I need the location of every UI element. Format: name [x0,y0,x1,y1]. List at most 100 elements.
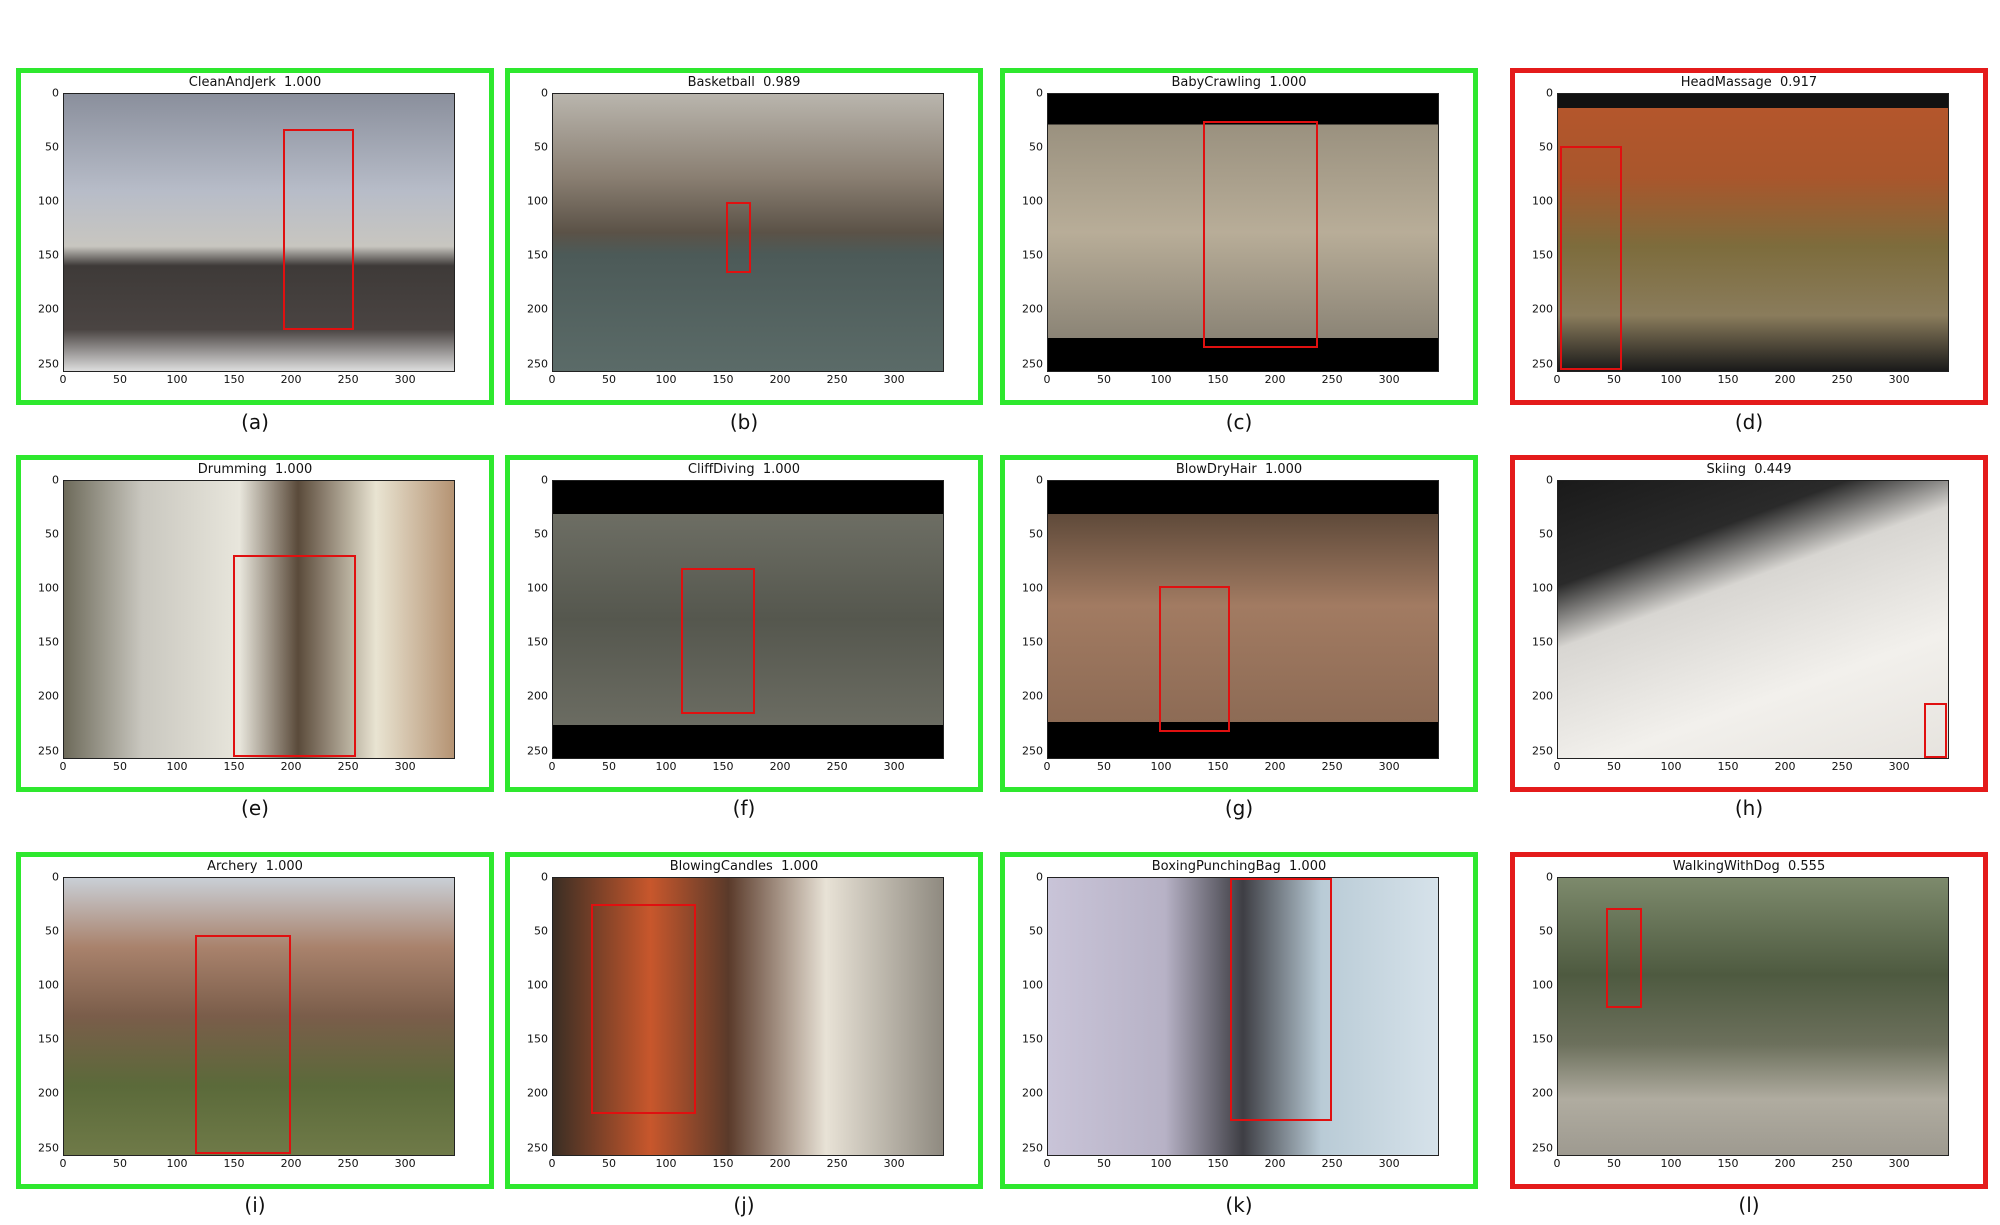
x-tick-label: 200 [280,373,302,386]
detection-box [195,935,291,1154]
result-panel-k: BoxingPunchingBag 1.000 0 50 100 150 200 250 30… [1000,852,1478,1189]
x-tick-label: 100 [655,1157,677,1170]
confidence-score: 0.917 [1779,75,1818,90]
x-tick-label: 50 [113,760,128,773]
confidence-score: 1.000 [275,462,313,477]
subfigure-caption: (e) [241,796,269,820]
x-tick-label: 0 [59,760,67,773]
y-tick-label: 150 [38,248,59,262]
y-tick-label: 50 [1539,140,1553,154]
panel-title: CleanAndJerk 1.000 [21,75,489,90]
panel-title: HeadMassage 0.917 [1515,75,1983,90]
subfigure-caption: (h) [1734,796,1764,820]
y-tick-label: 0 [1546,870,1553,884]
y-tick-label: 200 [1532,689,1553,703]
x-tick-label: 250 [1831,760,1853,773]
x-tick-label: 50 [113,373,128,386]
x-tick-label: 100 [166,1157,188,1170]
subfigure-caption: (f) [732,796,756,820]
x-tick-label: 300 [883,373,905,386]
y-tick-label: 50 [1029,527,1043,541]
y-tick-label: 150 [38,1032,59,1046]
y-tick-label: 150 [38,635,59,649]
video-frame [1047,877,1439,1156]
panel-title: BoxingPunchingBag 1.000 [1005,859,1473,874]
video-frame [552,93,944,372]
class-label: BlowingCandles [669,859,773,874]
y-tick-label: 0 [541,86,548,100]
x-tick-label: 300 [1378,760,1400,773]
y-tick-label: 100 [1532,978,1553,992]
x-tick-label: 300 [1888,760,1910,773]
x-tick-label: 150 [1717,1157,1739,1170]
x-tick-label: 50 [602,373,617,386]
result-panel-a: CleanAndJerk 1.000 0 50 100 150 200 250 300 0 50 1… [16,68,494,405]
detection-box [1230,878,1332,1122]
x-tick-label: 300 [1888,1157,1910,1170]
y-tick-label: 0 [1036,870,1043,884]
y-tick-label: 200 [1022,689,1043,703]
x-tick-label: 50 [113,1157,128,1170]
x-tick-label: 250 [1831,373,1853,386]
x-tick-label: 150 [1717,373,1739,386]
x-tick-label: 0 [59,1157,67,1170]
detection-box [282,128,354,330]
video-frame [1047,93,1439,372]
confidence-score: 0.449 [1754,462,1792,477]
y-tick-label: 200 [1532,1086,1553,1100]
y-tick-label: 150 [1022,635,1043,649]
video-frame [63,480,455,759]
confidence-score: 1.000 [1264,462,1303,477]
x-tick-label: 150 [223,373,245,386]
class-label: CliffDiving [687,462,755,477]
class-label: Archery [207,859,258,874]
x-tick-label: 300 [1888,373,1910,386]
y-tick-label: 100 [1022,194,1043,208]
y-tick-label: 200 [527,302,548,316]
x-tick-label: 150 [712,760,734,773]
y-tick-label: 150 [1022,248,1043,262]
y-tick-label: 100 [527,978,548,992]
x-tick-label: 100 [1150,760,1172,773]
y-tick-label: 200 [38,689,59,703]
x-tick-label: 50 [602,760,617,773]
y-tick-label: 50 [534,527,548,541]
x-tick-label: 100 [1660,1157,1682,1170]
x-tick-label: 0 [548,373,556,386]
y-tick-label: 50 [534,924,548,938]
x-tick-label: 200 [1264,760,1286,773]
video-frame [1557,877,1949,1156]
y-tick-label: 150 [1022,1032,1043,1046]
subfigure-caption: (g) [1224,796,1254,820]
detection-box [726,202,752,273]
detection-box [1605,908,1643,1008]
subfigure-caption: (a) [241,410,269,434]
x-tick-label: 200 [1774,760,1796,773]
y-tick-label: 150 [1532,635,1553,649]
x-tick-label: 250 [1321,373,1343,386]
y-tick-label: 150 [1532,248,1553,262]
subfigure-caption: (c) [1225,410,1253,434]
subfigure-caption: (b) [729,410,759,434]
confidence-score: 1.000 [1269,75,1307,90]
confidence-score: 1.000 [265,859,303,874]
class-label: BlowDryHair [1175,462,1257,477]
confidence-score: 1.000 [1289,859,1327,874]
x-tick-label: 250 [1321,760,1343,773]
x-tick-label: 0 [548,760,556,773]
y-tick-label: 100 [1532,581,1553,595]
result-panel-e: Drumming 1.000 0 50 100 150 200 250 300 0 50 100 15… [16,455,494,792]
video-frame [1557,93,1949,372]
result-panel-l: WalkingWithDog 0.555 0 50 100 150 200 250 300 0 5… [1510,852,1988,1189]
panel-title: Skiing 0.449 [1515,462,1983,477]
x-tick-label: 100 [1150,373,1172,386]
y-tick-label: 200 [527,689,548,703]
x-tick-label: 200 [1264,373,1286,386]
x-tick-label: 0 [1043,373,1051,386]
x-tick-label: 250 [1831,1157,1853,1170]
x-tick-label: 0 [1553,760,1561,773]
x-tick-label: 50 [1097,760,1112,773]
y-tick-label: 250 [1022,744,1043,757]
confidence-score: 0.989 [763,75,801,90]
subfigure-caption: (k) [1225,1193,1253,1217]
